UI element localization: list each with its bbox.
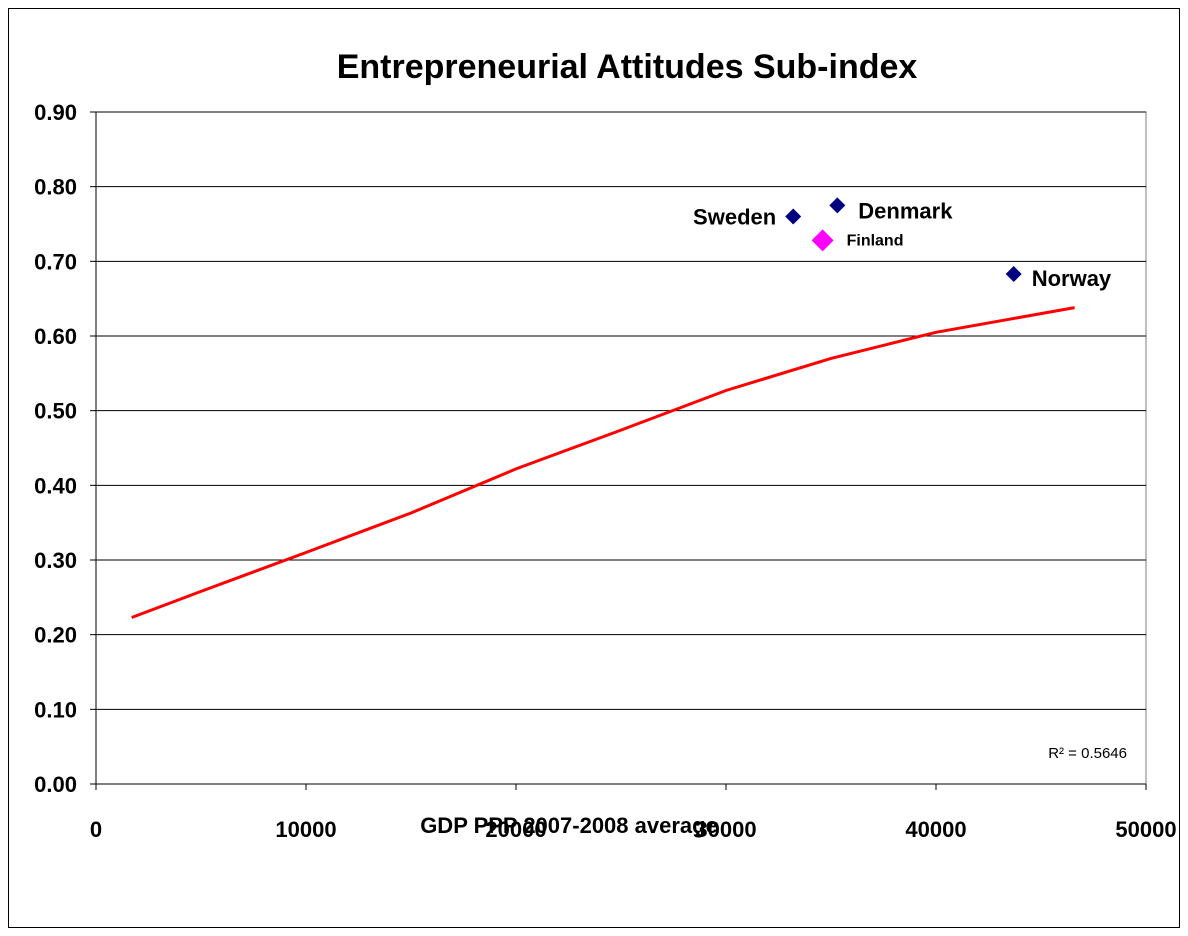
data-label-finland: Finland <box>847 232 904 249</box>
data-label-sweden: Sweden <box>693 205 776 230</box>
x-tick-label: 20000 <box>485 817 546 842</box>
x-tick-label: 30000 <box>695 817 756 842</box>
data-point-norway-marker <box>1005 266 1022 283</box>
y-tick-label: 0.30 <box>34 548 77 573</box>
y-tick-label: 0.50 <box>34 399 77 424</box>
chart-title: Entrepreneurial Attitudes Sub-index <box>337 48 918 86</box>
x-tick-labels: 0 10000 20000 30000 40000 50000 <box>90 817 1177 842</box>
y-tick-label: 0.80 <box>34 175 77 200</box>
plot-area <box>95 111 1147 785</box>
x-tick-label: 40000 <box>905 817 966 842</box>
y-tick-label: 0.00 <box>34 772 77 797</box>
x-tick-label: 50000 <box>1115 817 1176 842</box>
y-tick-label: 0.10 <box>34 697 77 722</box>
x-axis-title: GDP PPP 2007-2008 average <box>420 813 718 838</box>
y-tick-label: 0.60 <box>34 324 77 349</box>
data-label-denmark: Denmark <box>858 198 953 223</box>
y-tick-label: 0.70 <box>34 249 77 274</box>
y-tick-label: 0.40 <box>34 473 77 498</box>
data-point-sweden-marker <box>785 208 802 225</box>
y-tick-label: 0.20 <box>34 623 77 648</box>
x-tick-label: 0 <box>90 817 102 842</box>
data-label-norway: Norway <box>1032 266 1112 291</box>
y-tick-labels: 0.00 0.10 0.20 0.30 0.40 0.50 0.60 0.70 0.80 0.90 <box>34 100 77 797</box>
x-tick-label: 10000 <box>275 817 336 842</box>
gridlines <box>90 111 1146 785</box>
trendline <box>131 306 1075 619</box>
axes <box>95 112 1147 790</box>
r-squared-label: R² = 0.5646 <box>1048 745 1127 762</box>
y-tick-label: 0.90 <box>34 100 77 125</box>
data-points: Sweden Denmark Finland Norway <box>693 197 1112 291</box>
data-point-denmark-marker <box>829 197 846 214</box>
data-point-finland-marker <box>811 229 834 252</box>
